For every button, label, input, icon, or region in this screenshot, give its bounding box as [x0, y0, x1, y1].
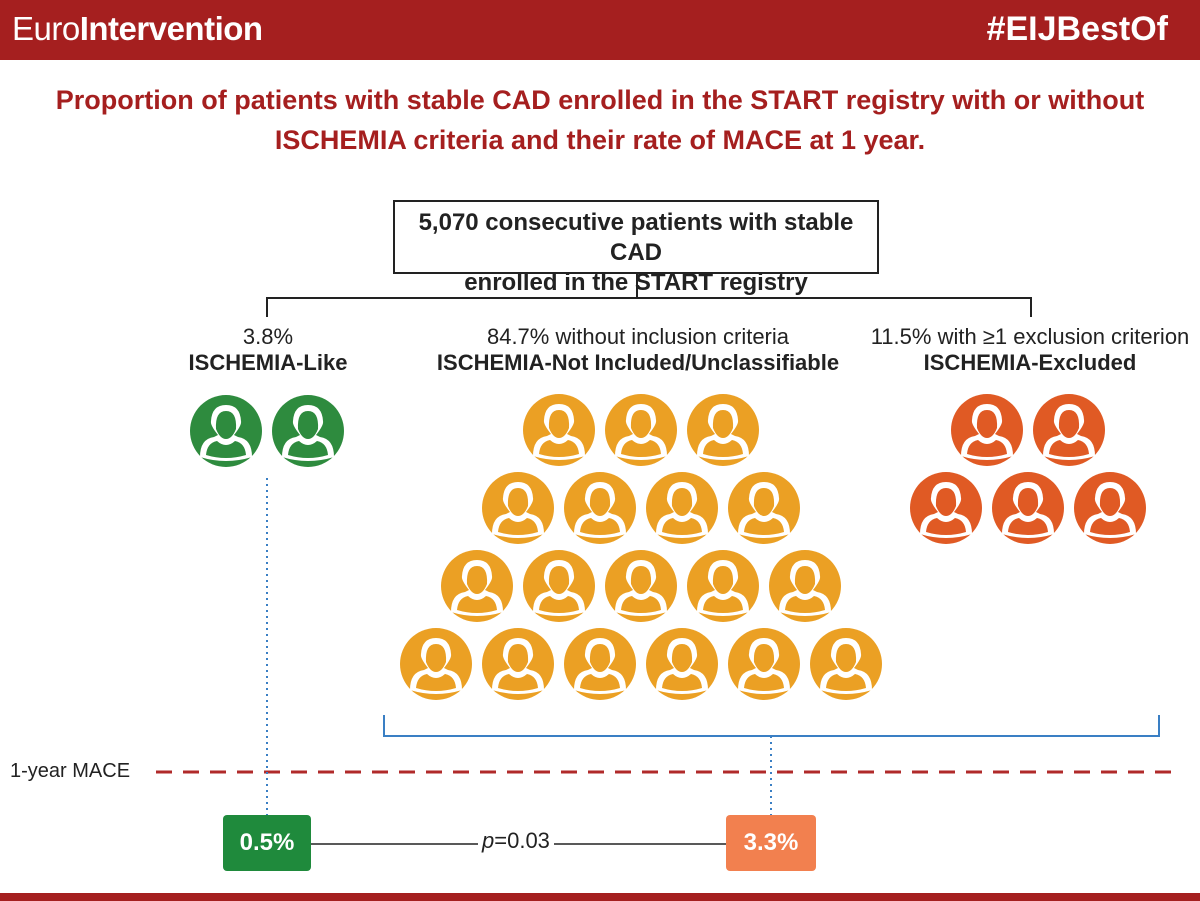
patient-icon	[992, 472, 1064, 544]
bracket	[383, 715, 1160, 737]
patient-icon	[272, 395, 344, 467]
patient-icon	[646, 472, 718, 544]
group-name: ISCHEMIA-Like	[188, 350, 348, 375]
title-line-2: ISCHEMIA criteria and their rate of MACE…	[274, 125, 926, 155]
header-bar: EuroIntervention #EIJBestOf	[0, 0, 1200, 60]
title-line-1: Proportion of patients with stable CAD e…	[55, 85, 1145, 115]
group-name: ISCHEMIA-Excluded	[923, 350, 1137, 375]
group-label-ischemia-like: 3.8% ISCHEMIA-Like	[168, 324, 368, 376]
patient-icon	[605, 550, 677, 622]
brand-bold-text: Intervention	[79, 10, 263, 47]
patient-icon	[564, 472, 636, 544]
patient-icon	[687, 550, 759, 622]
group-label-excluded: 11.5% with ≥1 exclusion criterion ISCHEM…	[870, 324, 1190, 376]
patient-icon	[910, 472, 982, 544]
p-symbol: p	[482, 828, 495, 853]
footer-bar	[0, 893, 1200, 901]
hashtag: #EIJBestOf	[986, 10, 1168, 48]
patient-icon	[523, 550, 595, 622]
tree-horizontal	[266, 297, 1032, 299]
p-value-label: p=0.03	[478, 828, 554, 854]
patient-icon	[769, 550, 841, 622]
mace-result-ischemia-like: 0.5%	[223, 815, 311, 871]
patient-icon	[951, 394, 1023, 466]
patient-icon	[646, 628, 718, 700]
patient-icon	[1074, 472, 1146, 544]
brand-light-text: Euro	[12, 10, 80, 47]
patient-icon	[1033, 394, 1105, 466]
brand-logo: EuroIntervention	[12, 10, 263, 48]
patient-icon	[400, 628, 472, 700]
tree-branch-left	[266, 297, 268, 317]
patient-icon	[605, 394, 677, 466]
patient-icon	[482, 628, 554, 700]
group-name: ISCHEMIA-Not Included/Unclassifiable	[436, 350, 840, 375]
tree-stem	[636, 274, 638, 298]
source-line-1: 5,070 consecutive patients with stable C…	[418, 209, 854, 266]
patient-icon	[687, 394, 759, 466]
patient-icon	[190, 395, 262, 467]
source-line-2: enrolled in the START registry	[464, 269, 808, 296]
mace-result-value: 3.3%	[743, 829, 799, 856]
p-value: =0.03	[494, 828, 550, 853]
patient-icon	[564, 628, 636, 700]
figure-title: Proportion of patients with stable CAD e…	[0, 80, 1200, 160]
mace-result-value: 0.5%	[239, 829, 295, 856]
group-pct: 11.5% with ≥1 exclusion criterion	[870, 324, 1190, 349]
group-label-not-included: 84.7% without inclusion criteria ISCHEMI…	[400, 324, 876, 376]
patient-icon	[810, 628, 882, 700]
patient-icon	[728, 472, 800, 544]
patient-icon	[482, 472, 554, 544]
tree-branch-right	[1030, 297, 1032, 317]
mace-label: 1-year MACE	[10, 760, 131, 782]
patient-icon	[523, 394, 595, 466]
group-pct: 84.7% without inclusion criteria	[486, 324, 790, 349]
patient-icon	[441, 550, 513, 622]
mace-result-other: 3.3%	[726, 815, 816, 871]
patient-icon	[728, 628, 800, 700]
source-population-box: 5,070 consecutive patients with stable C…	[393, 200, 879, 296]
group-pct: 3.8%	[242, 324, 294, 349]
